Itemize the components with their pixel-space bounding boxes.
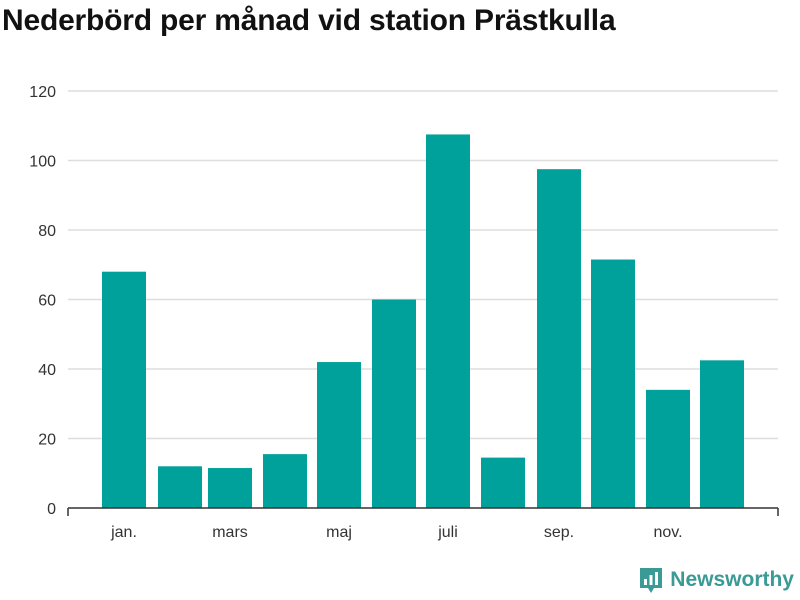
bar-dec: [700, 360, 744, 508]
x-tick-label: mars: [212, 524, 248, 541]
x-tick-label: maj: [326, 524, 352, 541]
y-tick-label: 80: [38, 223, 56, 240]
bar-okt: [591, 259, 635, 508]
bars: [102, 134, 744, 508]
y-axis-tick-labels: 0 20 40 60 80 100 120: [29, 84, 56, 518]
y-tick-label: 0: [47, 501, 56, 518]
bar-juli: [426, 134, 470, 508]
gridlines: [68, 90, 778, 440]
bar-april: [263, 454, 307, 508]
x-axis: [67, 507, 779, 516]
x-tick-label: nov.: [653, 524, 682, 541]
x-axis-tick-labels: jan. mars maj juli sep. nov.: [110, 524, 682, 541]
bar-nov: [646, 389, 690, 508]
y-tick-label: 40: [38, 362, 56, 379]
x-tick-label: sep.: [544, 524, 574, 541]
y-tick-label: 100: [29, 154, 56, 171]
brand-logo: Newsworthy: [638, 566, 794, 594]
bar-sep: [537, 169, 581, 508]
chart-title: Nederbörd per månad vid station Prästkul…: [2, 4, 616, 37]
bar-jan: [102, 271, 146, 508]
y-tick-label: 60: [38, 293, 56, 310]
bar-mars: [208, 468, 252, 508]
x-tick-label: jan.: [110, 524, 137, 541]
brand-name: Newsworthy: [670, 568, 794, 591]
y-tick-label: 120: [29, 84, 56, 101]
bar-aug: [481, 457, 525, 508]
y-tick-label: 20: [38, 432, 56, 449]
x-tick-label: juli: [437, 524, 458, 541]
bar-feb: [158, 466, 202, 508]
bar-maj: [317, 362, 361, 508]
bar-juni: [372, 299, 416, 508]
newsworthy-logo-icon: [640, 568, 663, 593]
